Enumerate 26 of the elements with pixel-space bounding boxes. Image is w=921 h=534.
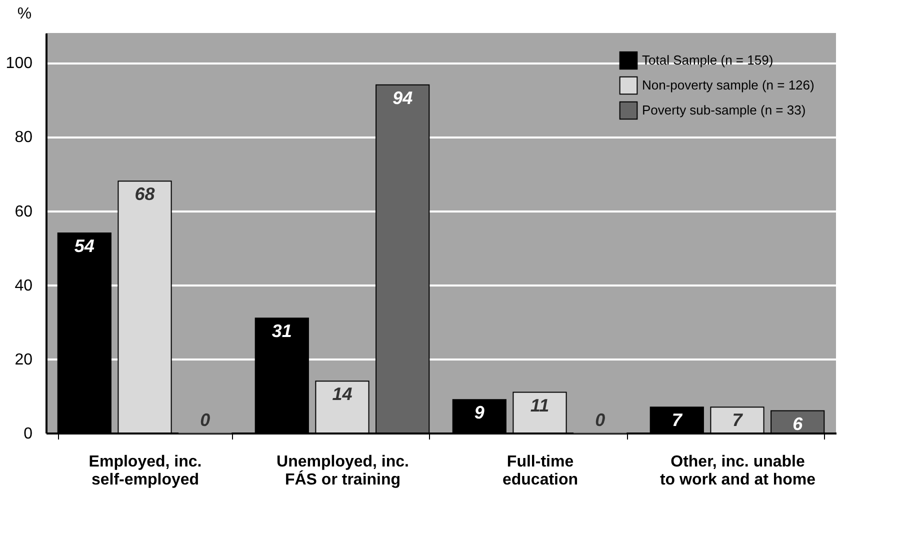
data-label: 0 bbox=[200, 410, 210, 430]
legend-label: Poverty sub-sample (n = 33) bbox=[642, 102, 806, 118]
data-label: 9 bbox=[474, 402, 484, 423]
legend-label: Non-poverty sample (n = 126) bbox=[642, 78, 814, 92]
y-tick-label: 20 bbox=[14, 351, 33, 368]
data-label: 31 bbox=[272, 321, 292, 342]
x-tick-label: Employed, inc. self-employed bbox=[88, 454, 202, 488]
data-label: 11 bbox=[530, 395, 550, 416]
y-tick-label: 40 bbox=[14, 277, 33, 294]
data-label: 68 bbox=[134, 184, 155, 204]
legend-label: Total Sample (n = 159) bbox=[642, 52, 774, 68]
y-tick-label: 0 bbox=[24, 426, 33, 442]
data-label: 14 bbox=[332, 384, 352, 404]
x-tick-label: Unemployed, inc. FÁS or training bbox=[276, 454, 409, 488]
y-axis-title: % bbox=[17, 6, 32, 22]
data-label: 0 bbox=[595, 410, 606, 430]
data-label: 7 bbox=[732, 410, 744, 430]
data-label: 54 bbox=[74, 236, 94, 256]
data-label: 7 bbox=[672, 410, 683, 430]
y-tick-label: 60 bbox=[14, 203, 33, 220]
y-tick-label: 100 bbox=[6, 55, 33, 72]
data-label: 6 bbox=[792, 414, 804, 434]
x-tick-label: Full-time education bbox=[502, 454, 578, 488]
x-tick-label: Other, inc. unable to work and at home bbox=[660, 454, 816, 488]
y-tick-label: 80 bbox=[14, 129, 33, 146]
data-label: 94 bbox=[392, 88, 413, 108]
